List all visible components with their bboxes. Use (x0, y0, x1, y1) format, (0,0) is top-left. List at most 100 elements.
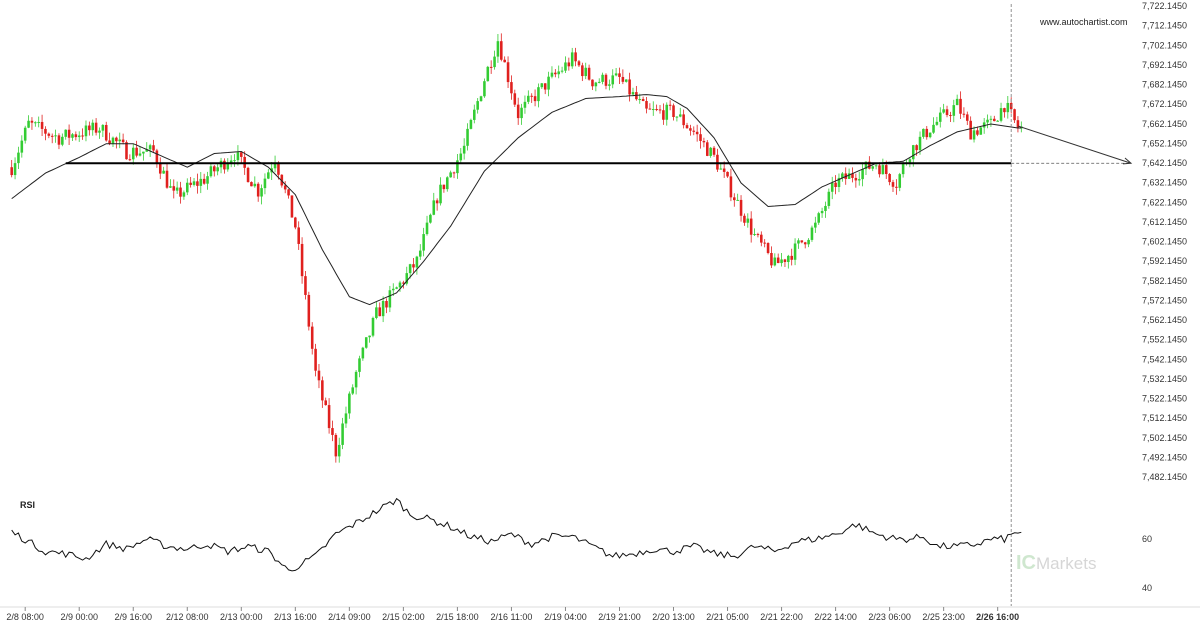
candle-body (520, 107, 523, 119)
candle-body (385, 300, 388, 308)
candle-body (50, 135, 54, 137)
x-tick-label: 2/23 06:00 (868, 612, 911, 622)
candle-body (412, 264, 415, 268)
candle-body (922, 128, 925, 137)
candle-body (638, 99, 642, 101)
candle-body (800, 240, 804, 243)
y-tick-label: 7,702.1450 (1142, 40, 1187, 50)
candle-body (337, 444, 341, 457)
rsi-tick-label: 40 (1142, 583, 1152, 593)
candle-body (185, 182, 189, 193)
candle-body (739, 199, 743, 216)
candle-body (1013, 109, 1016, 121)
x-tick-label: 2/14 09:00 (328, 612, 371, 622)
candle-body (814, 222, 817, 228)
candle-body (925, 128, 929, 138)
y-tick-label: 7,572.1450 (1142, 295, 1187, 305)
y-tick-label: 7,682.1450 (1142, 80, 1187, 90)
candle-body (435, 200, 439, 204)
candle-body (655, 109, 658, 111)
candle-body (158, 163, 162, 174)
candle-body (375, 307, 378, 318)
candle-body (425, 222, 429, 235)
candle-body (77, 135, 81, 138)
candle-body (722, 168, 726, 172)
candle-body (675, 116, 679, 118)
candle-body (236, 152, 240, 161)
candle-body (753, 234, 756, 236)
candle-body (20, 140, 24, 153)
candle-body (567, 62, 571, 67)
candle-body (868, 161, 871, 169)
candle-body (820, 210, 824, 214)
candle-body (591, 79, 594, 87)
candle-body (209, 166, 213, 177)
candle-body (101, 124, 105, 131)
candle-body (37, 121, 40, 123)
x-tick-label: 2/26 16:00 (976, 612, 1019, 622)
candle-body (841, 173, 844, 178)
x-tick-label: 2/9 16:00 (114, 612, 152, 622)
candle-body (192, 181, 196, 185)
candle-body (321, 380, 324, 401)
candle-body (13, 163, 17, 176)
y-tick-label: 7,562.1450 (1142, 315, 1187, 325)
overlay-layer (11, 4, 1133, 606)
candle-body (1016, 120, 1020, 129)
candle-body (364, 337, 368, 348)
candle-body (40, 121, 44, 129)
candle-body (260, 188, 263, 197)
candle-body (361, 347, 365, 359)
candle-body (54, 135, 57, 137)
candle-body (30, 120, 34, 123)
candle-body (104, 124, 108, 141)
candle-body (121, 139, 125, 143)
candle-body (233, 160, 236, 162)
y-tick-label: 7,722.1450 (1142, 1, 1187, 11)
candle-body (74, 134, 78, 138)
candle-body (763, 242, 766, 244)
y-tick-label: 7,662.1450 (1142, 119, 1187, 129)
candle-body (466, 128, 469, 146)
x-tick-label: 2/20 13:00 (652, 612, 695, 622)
candle-body (608, 84, 611, 86)
candle-body (213, 166, 216, 172)
candle-body (712, 147, 716, 155)
candle-body (966, 114, 969, 121)
candle-body (932, 124, 935, 133)
y-tick-label: 7,672.1450 (1142, 99, 1187, 109)
candle-body (560, 70, 564, 72)
candle-body (94, 122, 98, 133)
candle-body (935, 121, 939, 125)
candle-body (422, 234, 425, 251)
candle-body (300, 243, 304, 277)
candle-body (891, 182, 895, 187)
candle-body (395, 287, 398, 289)
candle-body (304, 276, 307, 295)
candle-body (766, 243, 770, 253)
candle-body (527, 95, 530, 102)
x-tick-label: 2/13 16:00 (274, 612, 317, 622)
candle-body (84, 125, 88, 137)
candle-body (581, 65, 584, 77)
candle-body (314, 348, 317, 371)
candle-body (672, 105, 675, 117)
candle-body (810, 227, 814, 240)
candle-body (17, 152, 20, 164)
brand-logo: ICMarkets (1016, 552, 1096, 574)
candle-body (371, 317, 375, 336)
candle-body (172, 186, 176, 191)
candle-body (179, 187, 182, 197)
candle-body (621, 76, 625, 82)
candle-body (530, 95, 533, 97)
candle-body (155, 150, 159, 164)
candle-body (611, 75, 615, 85)
candle-body (462, 145, 466, 154)
candle-body (540, 83, 544, 88)
candle-body (1003, 108, 1006, 113)
candle-body (253, 183, 257, 187)
candle-body (989, 118, 993, 120)
candle-body (756, 234, 760, 236)
candle-body (645, 101, 648, 109)
candle-body (685, 125, 689, 129)
